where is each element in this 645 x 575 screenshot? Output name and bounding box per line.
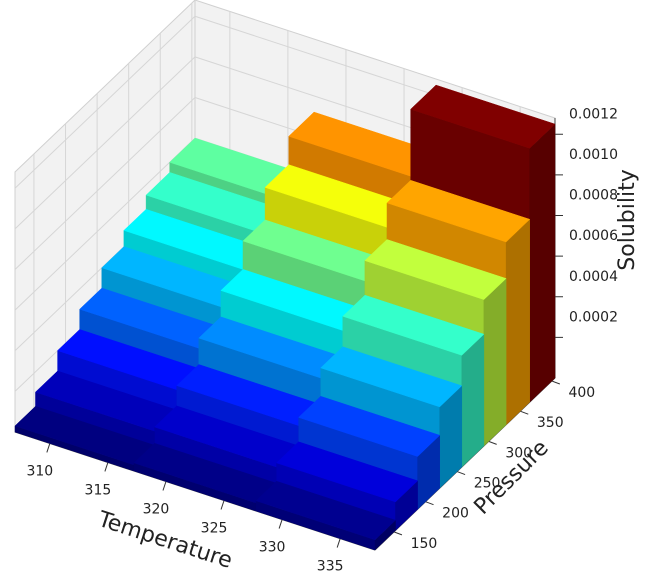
x-tick: [220, 500, 225, 510]
x-tick-label: 335: [317, 559, 344, 575]
y-tick: [488, 440, 497, 445]
bar-top: [364, 239, 507, 300]
z-tick-label: 0.0010: [569, 147, 618, 163]
z-tick-label: 0.0008: [569, 188, 618, 204]
bar-side: [505, 218, 530, 426]
bar: [255, 480, 396, 551]
y-tick-label: 200: [442, 506, 469, 522]
y-tick: [520, 410, 529, 415]
bar-top: [276, 441, 419, 503]
bar-top: [342, 294, 485, 356]
x-tick-label: 315: [85, 482, 112, 498]
bars: [14, 84, 556, 551]
bar-top: [298, 396, 441, 457]
y-tick-label: 300: [505, 445, 532, 461]
x-tick: [162, 481, 167, 491]
bar-top: [410, 84, 556, 149]
bar-top: [386, 180, 531, 243]
bar-top: [320, 346, 463, 408]
bar-side: [529, 123, 556, 403]
x-tick: [278, 519, 283, 529]
x-tick-label: 310: [26, 463, 53, 479]
grid-line: [14, 97, 196, 270]
x-tick: [336, 538, 341, 548]
bar-side: [483, 277, 507, 447]
x-tick-label: 320: [143, 501, 170, 517]
y-tick-label: 350: [537, 415, 564, 431]
y-tick-label: 250: [474, 476, 501, 492]
z-tick-label: 0.0006: [569, 228, 618, 244]
x-tick: [46, 443, 51, 453]
y-tick: [551, 380, 561, 385]
y-tick-label: 150: [411, 536, 438, 552]
y-tick-label: 400: [568, 385, 595, 401]
x-tick: [104, 462, 109, 472]
z-tick-label: 0.0002: [569, 309, 618, 325]
y-tick: [456, 471, 466, 476]
y-tick: [393, 531, 403, 536]
z-tick-label: 0.0004: [569, 269, 618, 285]
grid-line: [14, 137, 196, 311]
bar-side: [461, 333, 485, 468]
z-axis-label: Solubility: [615, 169, 640, 270]
bar-top: [255, 480, 396, 541]
z-tick-label: 0.0012: [569, 106, 618, 122]
grid-line: [14, 15, 196, 189]
x-tick-label: 325: [201, 521, 228, 537]
x-tick-label: 330: [259, 540, 286, 556]
y-tick: [425, 501, 434, 506]
grid-line: [14, 56, 196, 230]
